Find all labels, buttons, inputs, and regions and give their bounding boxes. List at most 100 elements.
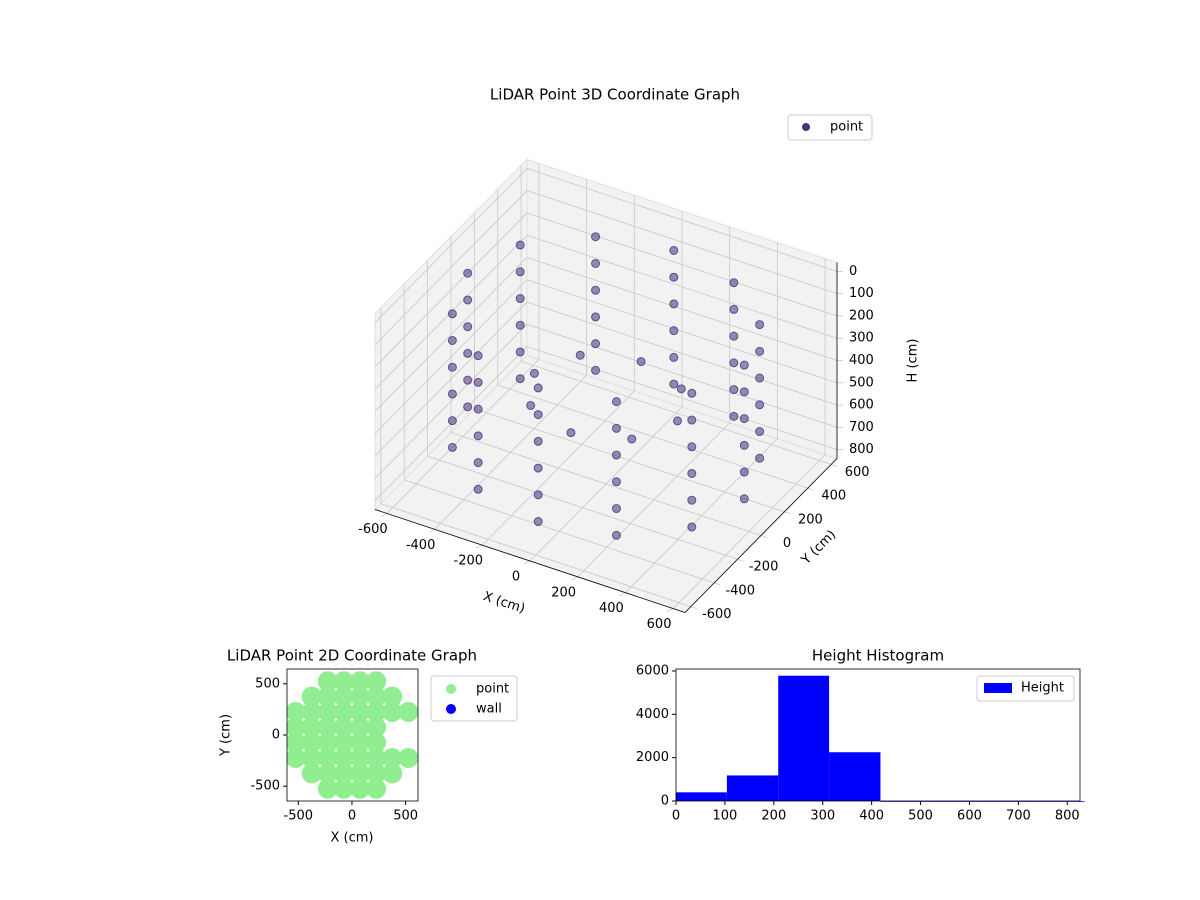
grid-line (374, 324, 528, 479)
point (317, 763, 338, 784)
point (566, 428, 576, 438)
point (515, 374, 525, 384)
point (739, 387, 749, 397)
axis-line (374, 509, 686, 613)
point (729, 358, 739, 368)
point (301, 701, 322, 722)
point (687, 522, 697, 532)
x-tick-label: -200 (454, 554, 484, 569)
tick-mark (476, 544, 483, 549)
x-tick-label: -600 (358, 522, 388, 537)
legend-patch (984, 683, 1012, 693)
z-tick-label: 200 (849, 308, 874, 323)
point (669, 245, 679, 255)
x-tick-label: 600 (647, 617, 672, 632)
point (473, 351, 483, 361)
z-tick-label: 300 (849, 331, 874, 346)
grid-line (526, 190, 838, 295)
legend-box (976, 675, 1075, 702)
legend-label: wall (476, 702, 502, 717)
grid-line (526, 323, 838, 428)
tick-mark (807, 487, 814, 491)
x-tick-label: 700 (1006, 809, 1031, 824)
point (447, 389, 457, 399)
point (333, 717, 354, 738)
grid-line (450, 432, 762, 536)
bar (931, 801, 983, 802)
y-tick-label: 200 (798, 512, 823, 527)
axis-line (684, 458, 838, 613)
point (687, 442, 697, 452)
point (382, 686, 403, 707)
point (739, 414, 749, 424)
x-tick-label: 100 (712, 809, 737, 824)
point (366, 763, 387, 784)
x-tick-label: 0 (348, 809, 356, 824)
point (350, 671, 371, 692)
point (669, 352, 679, 362)
grid-line (427, 455, 738, 560)
z-tick-label: 100 (849, 286, 874, 301)
point (301, 763, 322, 784)
tick-mark (523, 560, 531, 565)
grid-line (526, 234, 838, 339)
chart-title: LiDAR Point 2D Coordinate Graph (227, 647, 477, 665)
x-tick-label: -400 (406, 538, 436, 553)
point (463, 295, 473, 305)
point (301, 686, 322, 707)
x-axis-label: X (cm) (481, 589, 527, 617)
grid-line (526, 301, 838, 406)
point (739, 360, 749, 370)
point (382, 763, 403, 784)
grid-line (374, 190, 528, 345)
point (398, 748, 418, 769)
point (287, 701, 306, 722)
point (317, 732, 338, 753)
point (473, 377, 483, 387)
legend-label: point (476, 682, 509, 697)
point (676, 384, 686, 394)
bar (726, 775, 779, 801)
bar (778, 675, 830, 801)
bar (880, 801, 932, 802)
point (591, 285, 601, 295)
point (729, 411, 739, 421)
chart-title: Height Histogram (812, 647, 944, 665)
point (687, 415, 697, 425)
bar (1033, 801, 1085, 802)
point (729, 278, 739, 288)
point (739, 494, 749, 504)
point (611, 530, 621, 540)
point (382, 748, 403, 769)
x-tick-label: 800 (1055, 809, 1080, 824)
grid-line (526, 212, 838, 317)
tick-mark (784, 511, 791, 515)
tick-mark (831, 464, 838, 467)
point (366, 748, 387, 769)
point (669, 326, 679, 336)
x-axis-label: X (cm) (331, 831, 374, 846)
point (669, 379, 679, 389)
point (515, 240, 525, 250)
point (366, 778, 387, 799)
point (350, 717, 371, 738)
point (591, 258, 601, 268)
z-tick-label: 0 (849, 264, 857, 279)
point (591, 312, 601, 322)
x-tick-label: -500 (284, 809, 314, 824)
point (366, 701, 387, 722)
grid-line (380, 503, 691, 607)
point (463, 375, 473, 385)
tick-mark (619, 592, 626, 597)
point (533, 490, 543, 500)
y-axis-label: Y (cm) (219, 714, 234, 757)
bar (829, 752, 881, 801)
point (333, 763, 354, 784)
tick-mark (666, 608, 674, 612)
point (333, 748, 354, 769)
point (333, 778, 354, 799)
z-axis-label: H (cm) (906, 339, 921, 383)
y-tick-label: -200 (749, 560, 779, 575)
point (669, 272, 679, 282)
